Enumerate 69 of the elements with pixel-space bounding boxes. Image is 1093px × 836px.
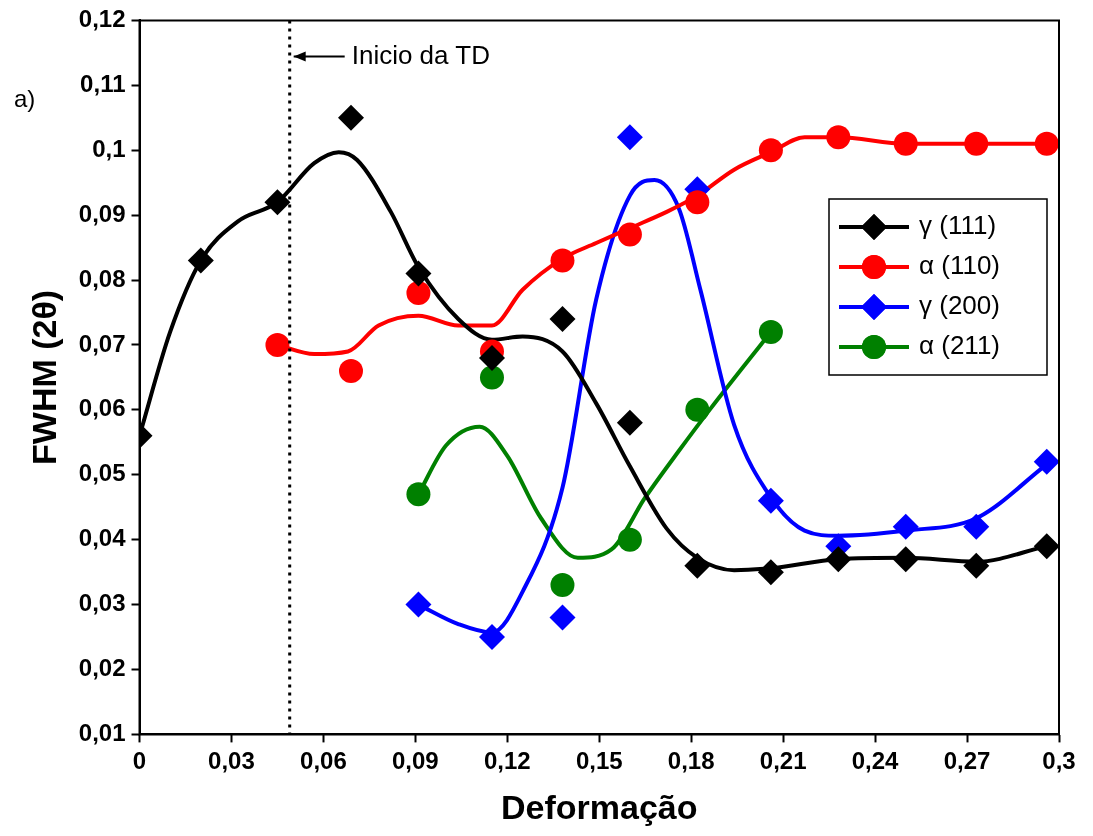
point [616, 124, 643, 151]
point [406, 281, 431, 306]
point [479, 365, 504, 390]
point [406, 482, 431, 507]
point [265, 332, 290, 357]
x-tick-label: 0,3 [1042, 747, 1076, 775]
x-tick-label: 0,15 [575, 747, 623, 775]
y-tick-label: 0,02 [78, 654, 126, 682]
point [964, 131, 989, 156]
y-tick-label: 0,04 [78, 524, 127, 552]
ref-line-label: Inicio da TD [351, 39, 490, 70]
point [337, 104, 364, 131]
point [1033, 448, 1059, 475]
text: a) [14, 85, 36, 113]
x-tick-label: 0,06 [300, 747, 347, 775]
point [405, 260, 432, 287]
point [617, 222, 642, 247]
x-tick-label: 0,21 [759, 747, 807, 775]
point [478, 624, 505, 651]
x-axis-title: Deformação [501, 787, 698, 826]
point [478, 344, 505, 371]
point [187, 247, 214, 274]
point [550, 248, 575, 273]
point [1034, 131, 1059, 156]
y-tick-label: 0,06 [78, 394, 126, 422]
y-tick-label: 0,09 [78, 199, 126, 227]
y-tick-label: 0,11 [80, 69, 126, 97]
point [405, 591, 432, 618]
x-tick-label: 0,27 [943, 747, 991, 775]
y-axis-title: FWHM (2θ) [24, 289, 63, 465]
point [1033, 533, 1059, 560]
point [757, 559, 784, 586]
point [549, 604, 576, 631]
y-tick-label: 0,08 [78, 264, 126, 292]
point [616, 409, 643, 436]
x-tick-label: 0 [132, 747, 147, 775]
point [825, 546, 852, 573]
point [892, 546, 919, 573]
x-tick-label: 0,24 [851, 747, 900, 775]
point [685, 397, 710, 422]
y-tick-label: 0,03 [78, 589, 126, 617]
point [757, 487, 784, 514]
point [892, 513, 919, 540]
point [550, 573, 575, 598]
point [685, 190, 710, 215]
x-tick-label: 0,03 [208, 747, 255, 775]
point [684, 552, 711, 579]
y-tick-label: 0,1 [92, 134, 126, 162]
y-tick-label: 0,01 [78, 719, 126, 747]
point [758, 319, 783, 344]
point [549, 305, 576, 332]
legend-label: γ (200) [919, 290, 1000, 321]
point [617, 527, 642, 552]
point [893, 131, 918, 156]
point [963, 552, 990, 579]
point [338, 358, 363, 383]
point [826, 125, 851, 150]
point [264, 189, 291, 216]
y-tick-label: 0,07 [78, 329, 126, 357]
point [963, 513, 990, 540]
y-tick-label: 0,05 [78, 459, 126, 487]
x-tick-label: 0,12 [483, 747, 531, 775]
x-tick-label: 0,18 [667, 747, 715, 775]
legend-label: α (211) [919, 330, 1001, 361]
legend-label: α (110) [919, 250, 1001, 281]
x-tick-label: 0,09 [392, 747, 439, 775]
y-tick-label: 0,12 [78, 5, 126, 33]
legend-label: γ (111) [919, 210, 997, 241]
point [758, 138, 783, 163]
